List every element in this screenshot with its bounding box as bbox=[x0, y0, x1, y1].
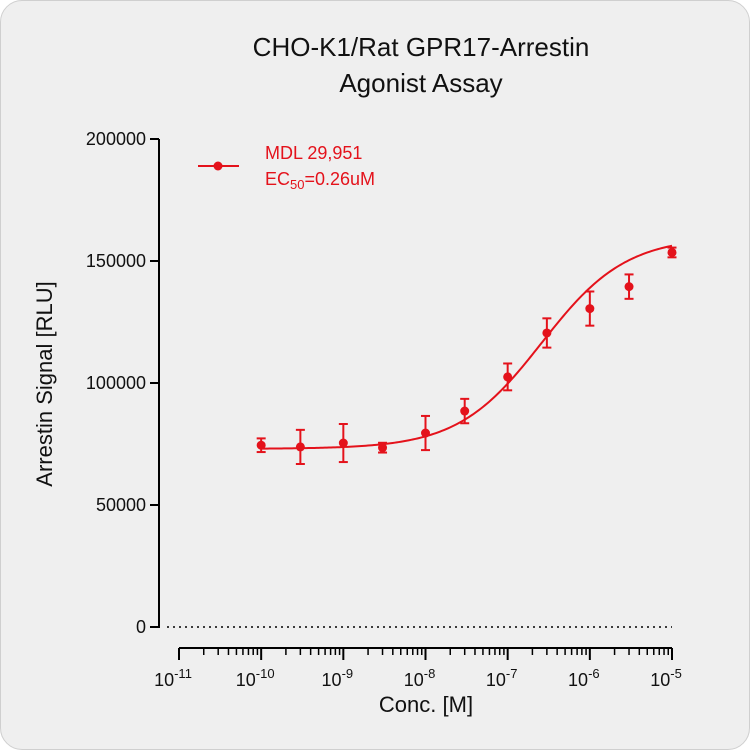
legend-marker bbox=[213, 161, 223, 171]
data-point bbox=[503, 372, 513, 382]
x-tick-label: 10-8 bbox=[404, 666, 436, 690]
x-tick-label: 10-6 bbox=[568, 666, 600, 690]
x-tick-label: 10-5 bbox=[650, 666, 682, 690]
y-axis-title: Arrestin Signal [RLU] bbox=[32, 281, 57, 486]
y-tick-label: 200000 bbox=[86, 129, 146, 149]
y-tick-label: 100000 bbox=[86, 373, 146, 393]
fit-curve bbox=[261, 244, 673, 450]
data-point bbox=[295, 442, 305, 452]
legend-ec50-subscript: 50 bbox=[290, 177, 304, 192]
data-point bbox=[542, 328, 552, 338]
legend-ec50-value: =0.26uM bbox=[304, 169, 375, 189]
legend-series-label: MDL 29,951 bbox=[265, 143, 362, 163]
data-point bbox=[585, 304, 595, 314]
y-tick-label: 0 bbox=[136, 617, 146, 637]
x-tick-label: 10-10 bbox=[236, 666, 275, 690]
data-point bbox=[460, 406, 470, 416]
x-tick-label: 10-11 bbox=[154, 666, 192, 690]
legend-ec50: EC50=0.26uM bbox=[265, 169, 375, 192]
chart-title-line-1: CHO-K1/Rat GPR17-Arrestin bbox=[253, 32, 590, 62]
data-points bbox=[256, 247, 677, 453]
y-tick-label: 50000 bbox=[96, 495, 146, 515]
data-point bbox=[624, 282, 634, 292]
error-bars bbox=[256, 246, 677, 466]
data-point bbox=[421, 428, 430, 438]
x-axis-title: Conc. [M] bbox=[379, 692, 473, 717]
y-axis-ticks: 0 50000 100000 150000 200000 bbox=[86, 129, 159, 637]
data-point bbox=[338, 438, 348, 448]
data-point bbox=[256, 440, 266, 450]
y-tick-label: 150000 bbox=[86, 251, 146, 271]
x-axis-ticks: 10-11 10-10 10-9 10-8 10-7 10-6 10-5 bbox=[154, 648, 682, 690]
legend: MDL 29,951 EC50=0.26uM bbox=[198, 143, 375, 192]
legend-ec50-prefix: EC bbox=[265, 169, 290, 189]
chart-title-line-2: Agonist Assay bbox=[339, 68, 502, 98]
x-tick-label: 10-9 bbox=[322, 666, 354, 690]
data-point bbox=[378, 443, 388, 453]
data-point bbox=[667, 247, 677, 257]
x-tick-label: 10-7 bbox=[486, 666, 518, 690]
